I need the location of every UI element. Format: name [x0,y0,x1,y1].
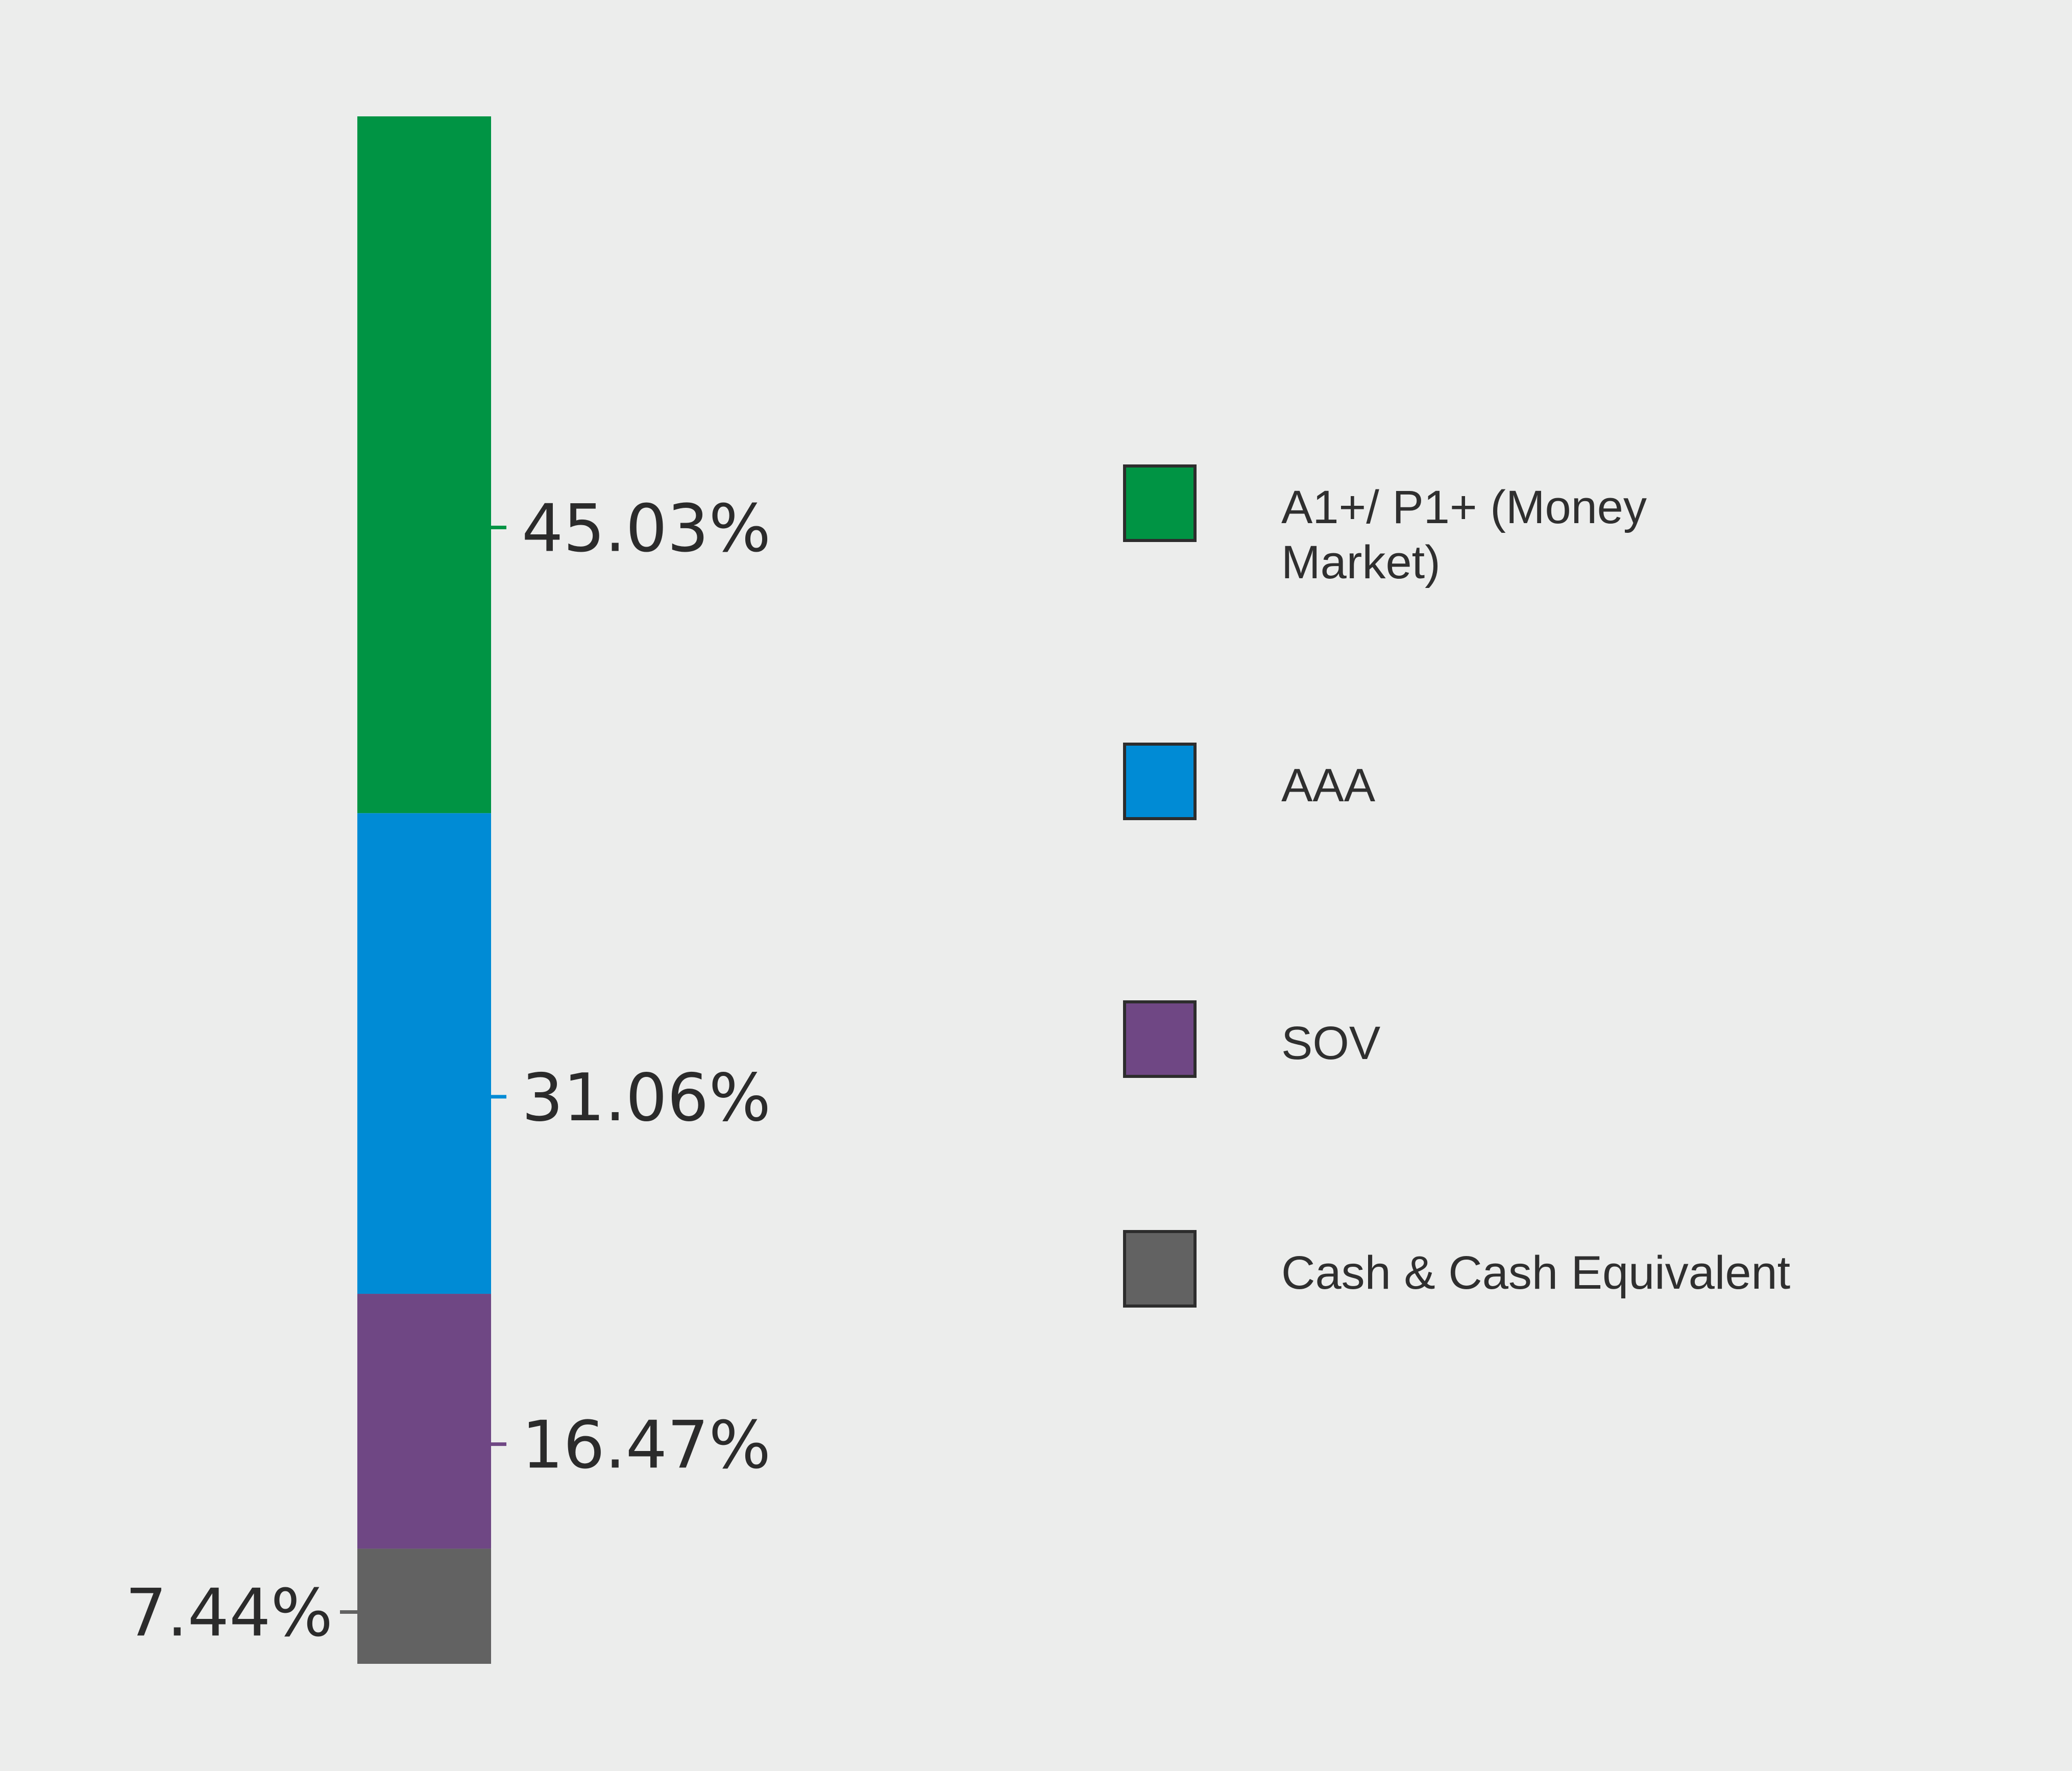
bar-segment-sov [357,1294,491,1549]
bar-segment-cash [357,1548,491,1664]
legend-label-sov: SOV [1281,1017,1381,1069]
legend-label-money-market: A1+/ P1+ (Money Market) [1281,481,1647,588]
legend-label-aaa: AAA [1281,759,1376,811]
data-label-aaa: 31.06% [522,1060,771,1136]
data-label-sov: 16.47% [522,1408,771,1484]
legend-item-sov: SOV [1123,1000,1991,1087]
data-label-cash: 7.44% [125,1575,333,1651]
legend-item-money-market: A1+/ P1+ (Money Market) [1123,464,1991,588]
legend-item-aaa: AAA [1123,743,1991,829]
legend-swatch-aaa [1123,743,1197,820]
bar-segment-money-market [357,116,491,814]
legend-swatch-sov [1123,1000,1197,1078]
legend-swatch-money-market [1123,464,1197,542]
legend-label-cash: Cash & Cash Equivalent [1281,1247,1791,1299]
data-label-money-market: 45.03% [522,491,771,567]
legend-item-cash: Cash & Cash Equivalent [1123,1230,1991,1317]
legend-swatch-cash [1123,1230,1197,1308]
bar-segment-aaa [357,813,491,1294]
